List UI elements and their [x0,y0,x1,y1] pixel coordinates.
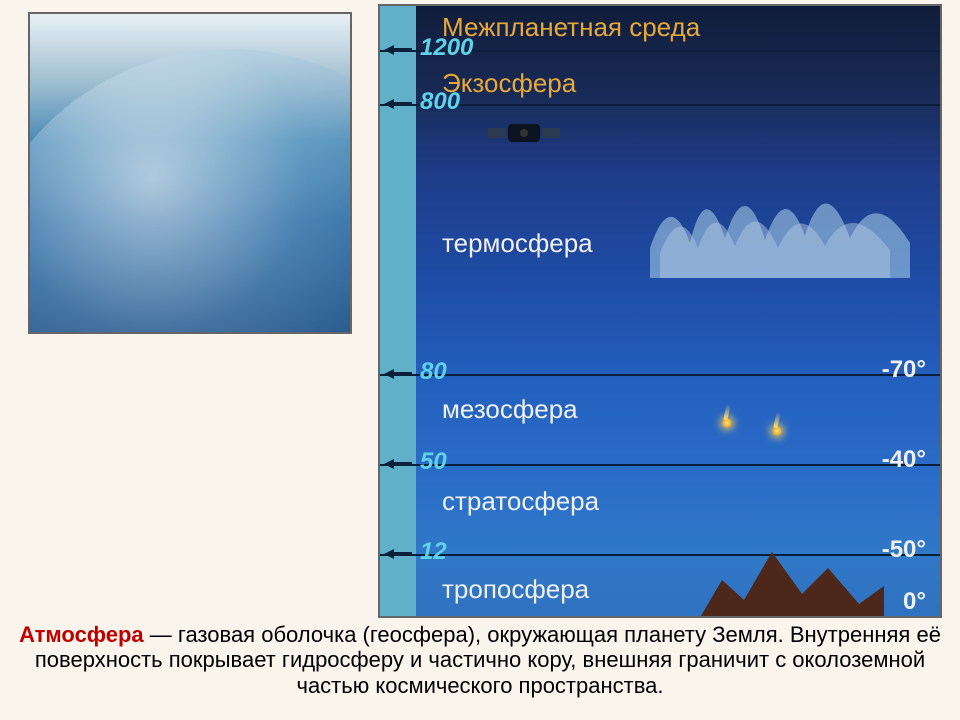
boundary-line [380,464,940,466]
layer-label-interplanetary: Межпланетная среда [442,12,700,43]
layer-label-mesosphere: мезосфера [442,394,578,425]
temperature-label: -40° [882,446,926,474]
page-root: 1200 800 80 50 12 Межпланетная среда Экз… [0,0,960,720]
altitude-label: 50 [420,448,447,476]
axis-tick-icon [384,458,412,470]
meteor-icon [772,426,782,436]
axis-tick-icon [384,368,412,380]
temperature-label: 0° [903,588,926,616]
caption-term: Атмосфера [19,622,144,647]
altitude-label: 12 [420,538,447,566]
aurora-icon [650,158,910,278]
axis-tick-icon [384,548,412,560]
layer-label-troposphere: тропосфера [442,574,589,605]
temperature-label: -50° [882,536,926,564]
caption-body: — газовая оболочка (геосфера), окружающа… [35,622,941,698]
earth-photo [28,12,352,334]
mountain-icon [694,542,884,618]
temperature-label: -70° [882,356,926,384]
caption-text: Атмосфера — газовая оболочка (геосфера),… [18,622,942,712]
satellite-icon [488,118,560,148]
meteor-icon [722,418,732,428]
layer-label-thermosphere: термосфера [442,228,593,259]
layer-label-stratosphere: стратосфера [442,486,599,517]
atmosphere-diagram: 1200 800 80 50 12 Межпланетная среда Экз… [378,4,942,618]
layer-label-exosphere: Экзосфера [442,68,576,99]
altitude-label: 80 [420,358,447,386]
boundary-line [380,374,940,376]
boundary-line [380,104,940,106]
axis-tick-icon [384,44,412,56]
axis-tick-icon [384,98,412,110]
